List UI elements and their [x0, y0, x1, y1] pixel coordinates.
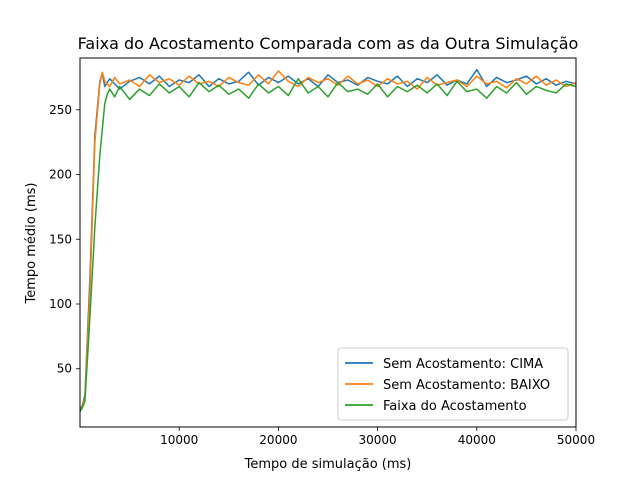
legend-label-2: Faixa do Acostamento: [383, 399, 527, 414]
x-tick-label: 40000: [458, 433, 496, 447]
x-tick-label: 10000: [160, 433, 198, 447]
y-axis-label: Tempo médio (ms): [24, 183, 39, 305]
x-tick-label: 50000: [557, 433, 595, 447]
y-tick-label: 100: [49, 297, 72, 311]
series-line-1: [79, 70, 577, 411]
legend-frame: [337, 347, 569, 421]
x-tick-label: 30000: [359, 433, 397, 447]
x-axis-label: Tempo de simulação (ms): [244, 457, 412, 472]
legend-label-1: Sem Acostamento: BAIXO: [383, 378, 550, 393]
plot-lines: [79, 68, 577, 412]
plot-frame: [79, 57, 577, 428]
legend: Sem Acostamento: CIMA Sem Acostamento: BA…: [337, 347, 569, 421]
x-axis: 10000 20000 30000 40000 50000: [160, 427, 595, 447]
x-tick-label: 20000: [259, 433, 297, 447]
series-line-2: [79, 77, 577, 412]
y-axis: 50 100 150 200 250: [49, 103, 80, 376]
legend-label-0: Sem Acostamento: CIMA: [383, 357, 543, 372]
y-tick-label: 200: [49, 168, 72, 182]
y-tick-label: 50: [57, 362, 72, 376]
y-tick-label: 150: [49, 232, 72, 246]
y-tick-label: 250: [49, 103, 72, 117]
chart-title: Faixa do Acostamento Comparada com as da…: [78, 34, 579, 53]
